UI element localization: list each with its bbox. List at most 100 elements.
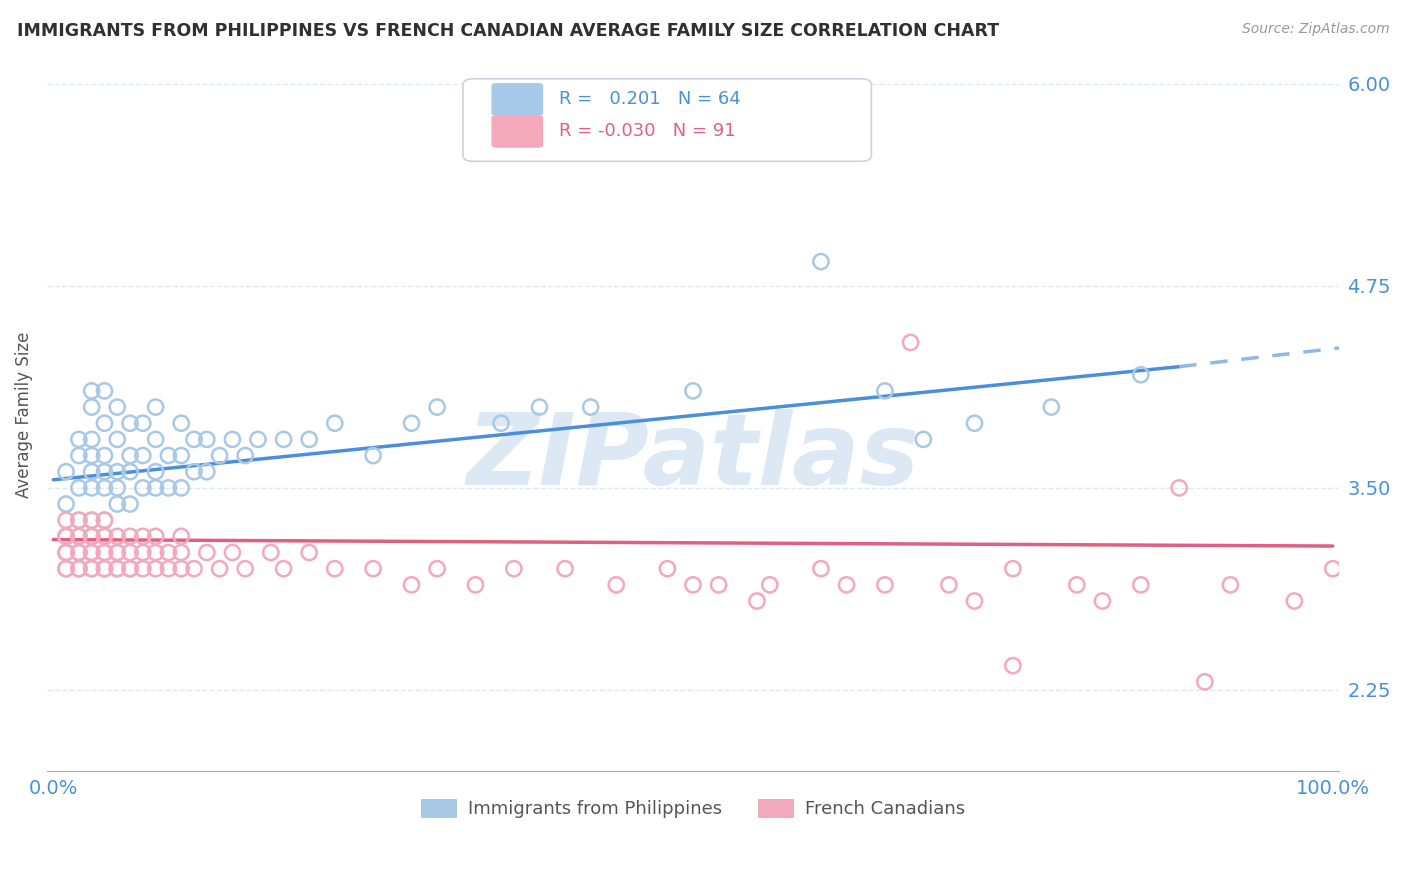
Point	[93, 545, 115, 559]
Point	[93, 529, 115, 543]
Point	[120, 545, 142, 559]
Text: IMMIGRANTS FROM PHILIPPINES VS FRENCH CANADIAN AVERAGE FAMILY SIZE CORRELATION C: IMMIGRANTS FROM PHILIPPINES VS FRENCH CA…	[17, 22, 1000, 40]
Point	[873, 384, 896, 398]
Point	[1091, 594, 1114, 608]
Text: ZIPatlas: ZIPatlas	[467, 409, 920, 507]
Point	[963, 416, 986, 430]
Point	[132, 416, 155, 430]
Point	[67, 513, 90, 527]
Point	[810, 254, 832, 268]
Point	[195, 433, 218, 447]
Point	[503, 562, 526, 576]
Point	[55, 529, 77, 543]
Point	[120, 449, 142, 463]
Point	[93, 545, 115, 559]
Point	[67, 562, 90, 576]
Point	[810, 562, 832, 576]
Point	[80, 545, 103, 559]
Point	[80, 513, 103, 527]
Point	[157, 481, 180, 495]
Point	[55, 465, 77, 479]
Point	[55, 562, 77, 576]
Point	[208, 562, 231, 576]
Point	[233, 449, 256, 463]
Point	[55, 529, 77, 543]
Point	[273, 433, 295, 447]
Point	[93, 513, 115, 527]
Point	[401, 416, 423, 430]
Point	[183, 433, 205, 447]
Point	[80, 562, 103, 576]
Point	[67, 529, 90, 543]
Point	[105, 529, 128, 543]
Text: Source: ZipAtlas.com: Source: ZipAtlas.com	[1241, 22, 1389, 37]
Point	[221, 433, 243, 447]
Point	[298, 433, 321, 447]
Point	[145, 562, 167, 576]
Point	[55, 529, 77, 543]
Point	[105, 400, 128, 414]
Point	[93, 529, 115, 543]
Point	[157, 545, 180, 559]
Point	[1194, 674, 1216, 689]
Point	[912, 433, 935, 447]
Point	[120, 562, 142, 576]
Point	[183, 465, 205, 479]
Point	[145, 465, 167, 479]
Point	[67, 529, 90, 543]
Point	[145, 433, 167, 447]
Point	[93, 513, 115, 527]
Point	[745, 594, 768, 608]
Point	[529, 400, 551, 414]
Point	[132, 529, 155, 543]
Point	[170, 562, 193, 576]
Point	[55, 529, 77, 543]
Point	[170, 449, 193, 463]
Point	[1129, 368, 1152, 382]
Point	[426, 400, 449, 414]
Point	[120, 562, 142, 576]
Point	[900, 335, 922, 350]
Point	[105, 545, 128, 559]
Point	[145, 545, 167, 559]
Point	[361, 562, 384, 576]
Point	[657, 562, 679, 576]
Point	[323, 416, 346, 430]
Point	[80, 513, 103, 527]
Point	[221, 545, 243, 559]
Point	[105, 481, 128, 495]
Point	[273, 562, 295, 576]
Point	[55, 497, 77, 511]
Point	[93, 449, 115, 463]
Point	[1219, 578, 1241, 592]
Point	[80, 481, 103, 495]
Point	[963, 594, 986, 608]
Point	[233, 562, 256, 576]
Point	[80, 529, 103, 543]
FancyBboxPatch shape	[463, 78, 872, 161]
Point	[1040, 400, 1063, 414]
Point	[120, 529, 142, 543]
Point	[132, 449, 155, 463]
Text: R =   0.201   N = 64: R = 0.201 N = 64	[558, 90, 741, 109]
Point	[120, 416, 142, 430]
Point	[67, 545, 90, 559]
Point	[170, 481, 193, 495]
Point	[145, 400, 167, 414]
Point	[682, 384, 704, 398]
Point	[835, 578, 858, 592]
Point	[1129, 578, 1152, 592]
Point	[682, 578, 704, 592]
Point	[80, 529, 103, 543]
Point	[145, 529, 167, 543]
Point	[80, 433, 103, 447]
Point	[157, 562, 180, 576]
Point	[132, 481, 155, 495]
Point	[605, 578, 627, 592]
Point	[170, 529, 193, 543]
Point	[67, 449, 90, 463]
Point	[298, 545, 321, 559]
Point	[80, 545, 103, 559]
Point	[195, 465, 218, 479]
Point	[80, 449, 103, 463]
